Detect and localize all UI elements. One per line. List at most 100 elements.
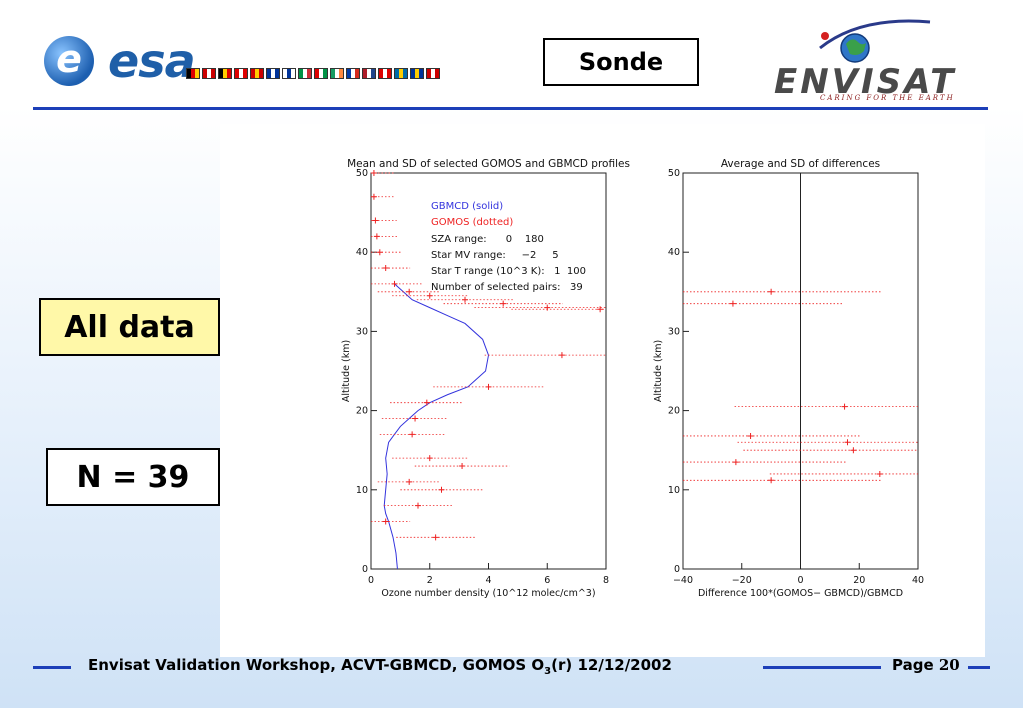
chart1-point-13	[558, 352, 565, 359]
flag-14	[410, 68, 424, 79]
chart1-annotation-0: SZA range: 0 180	[431, 234, 544, 245]
plot-panel: Mean and SD of selected GOMOS and GBMCD …	[220, 124, 985, 657]
flag-strip	[186, 68, 440, 79]
chart1-point-17	[409, 431, 416, 438]
chart2-title: Average and SD of differences	[721, 158, 880, 170]
chart1-point-16	[412, 415, 419, 422]
chart1-point-4	[376, 249, 383, 256]
flag-8	[314, 68, 328, 79]
chart1-point-20	[406, 478, 413, 485]
chart2-point-5	[732, 459, 739, 466]
chart2-ytick-label-3: 30	[668, 326, 680, 337]
flag-4	[250, 68, 264, 79]
chart2-point-1	[729, 300, 736, 307]
chart1-point-24	[432, 534, 439, 541]
chart1-point-9	[462, 296, 468, 303]
flag-2	[218, 68, 232, 79]
chart1-title: Mean and SD of selected GOMOS and GBMCD …	[347, 158, 630, 170]
chart1-ytick-label-0: 0	[362, 564, 368, 575]
sample-count-label: N = 39	[46, 448, 220, 506]
flag-3	[234, 68, 248, 79]
chart2-ytick-label-1: 10	[668, 485, 680, 496]
envisat-tagline: CARING FOR THE EARTH	[820, 94, 955, 102]
chart1-xtick-label-4: 8	[603, 575, 609, 586]
chart1-frame	[370, 172, 607, 570]
footer-page-label: Page	[892, 656, 939, 674]
chart1-point-11	[544, 304, 551, 311]
flag-5	[266, 68, 280, 79]
chart1-point-7	[406, 288, 413, 295]
envisat-logo: ENVISAT CARING FOR THE EARTH	[770, 18, 980, 106]
chart2-xlabel: Difference 100*(GOMOS− GBMCD)/GBMCD	[698, 588, 903, 599]
chart2-xtick-label-3: 20	[853, 575, 865, 586]
chart1-point-1	[370, 193, 377, 200]
flag-11	[362, 68, 376, 79]
flag-13	[394, 68, 408, 79]
chart2-ytick-label-0: 0	[674, 564, 680, 575]
chart2-point-7	[876, 470, 883, 477]
chart2-xtick-label-0: −40	[673, 575, 693, 586]
esa-globe-icon: e	[44, 36, 94, 86]
chart1-ytick-label-5: 50	[356, 168, 368, 179]
chart1-point-22	[415, 502, 421, 509]
chart1-point-18	[426, 455, 433, 462]
chart2-point-3	[747, 432, 754, 439]
chart2-point-4	[844, 439, 851, 446]
chart2-point-6	[768, 477, 775, 484]
chart2-ytick-label-2: 20	[668, 406, 680, 417]
chart1-point-3	[373, 233, 380, 240]
footer: Envisat Validation Workshop, ACVT-GBMCD,…	[0, 652, 1023, 682]
chart1-point-6	[391, 280, 398, 287]
chart1-annotation-1: Star MV range: −2 5	[431, 250, 559, 261]
envisat-swoosh-icon	[819, 19, 931, 63]
chart1-ytick-label-2: 20	[356, 406, 368, 417]
esa-logo-text: esa	[108, 34, 196, 88]
chart1-ytick-label-3: 30	[356, 326, 368, 337]
esa-logo: e esa	[38, 26, 440, 88]
chart1-point-10	[500, 300, 507, 307]
chart1-point-15	[423, 399, 430, 406]
chart2-xtick-label-1: −20	[732, 575, 752, 586]
chart1-ytick-label-1: 10	[356, 485, 368, 496]
flag-9	[330, 68, 344, 79]
footer-page: Page 20	[892, 656, 960, 674]
chart1-legend-0: GBMCD (solid)	[431, 201, 503, 212]
envisat-logo-text: ENVISAT	[774, 62, 957, 102]
chart1-point-8	[426, 292, 433, 299]
chart1-ylabel: Altitude (km)	[341, 340, 352, 402]
chart1-point-19	[459, 463, 466, 470]
footer-suffix: (r) 12/12/2002	[551, 656, 672, 674]
charts-svg: Mean and SD of selected GOMOS and GBMCD …	[341, 158, 924, 599]
footer-prefix: Envisat Validation Workshop, ACVT-GBMCD,…	[88, 656, 545, 674]
sonde-label: Sonde	[543, 38, 699, 86]
chart1-xtick-label-1: 2	[427, 575, 433, 586]
flag-15	[426, 68, 440, 79]
chart1-annotation-2: Star T range (10^3 K): 1 100	[431, 266, 586, 277]
chart1-xlabel: Ozone number density (10^12 molec/cm^3)	[381, 588, 595, 599]
footer-subscript: 3	[544, 666, 552, 677]
flag-0	[186, 68, 200, 79]
chart2-point-8	[850, 447, 857, 454]
flag-12	[378, 68, 392, 79]
chart2-ylabel: Altitude (km)	[653, 340, 664, 402]
chart1-point-12	[597, 306, 604, 313]
chart1-series-gbmcd-line	[383, 283, 490, 570]
chart1-point-2	[372, 217, 379, 224]
chart1-legend-1: GOMOS (dotted)	[431, 217, 513, 228]
chart1-annotation-3: Number of selected pairs: 39	[431, 282, 583, 293]
flag-7	[298, 68, 312, 79]
footer-title: Envisat Validation Workshop, ACVT-GBMCD,…	[88, 656, 672, 677]
chart1-point-14	[485, 383, 492, 390]
chart2-point-0	[768, 288, 775, 295]
chart1-ytick-label-4: 40	[356, 247, 368, 258]
flag-10	[346, 68, 360, 79]
all-data-label: All data	[39, 298, 220, 356]
header-rule	[33, 107, 988, 110]
chart1-xtick-label-2: 4	[485, 575, 491, 586]
chart2-xtick-label-2: 0	[797, 575, 803, 586]
chart1-xtick-label-3: 6	[544, 575, 550, 586]
footer-rule-right	[968, 666, 990, 669]
footer-page-number: 20	[938, 656, 960, 674]
chart1-point-0	[370, 170, 377, 176]
flag-1	[202, 68, 216, 79]
